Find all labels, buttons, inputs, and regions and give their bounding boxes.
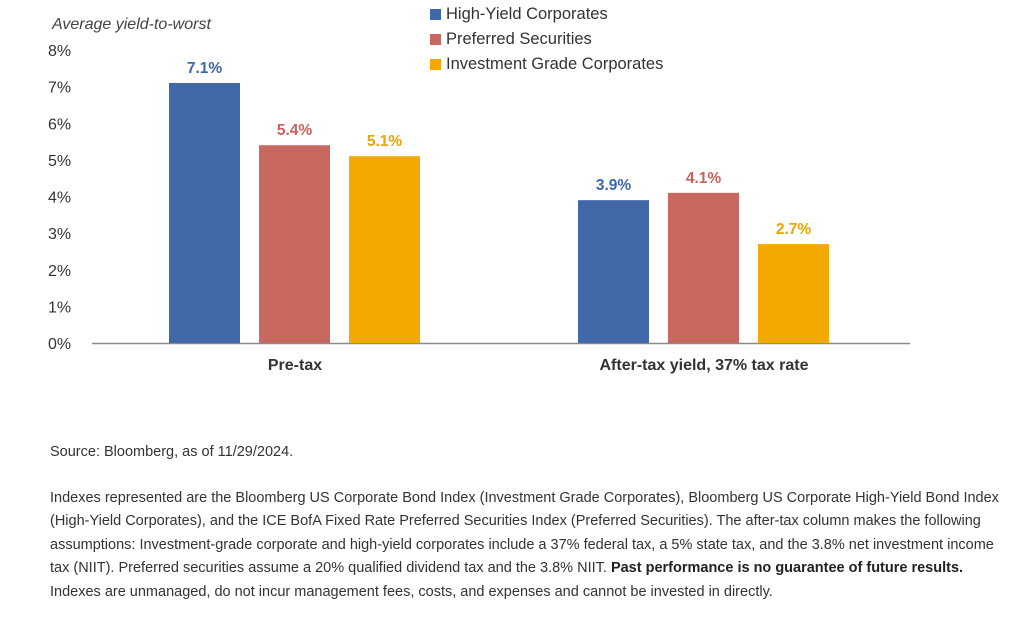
chart-notes: Source: Bloomberg, as of 11/29/2024. Ind… bbox=[50, 441, 1010, 604]
data-label: 5.1% bbox=[367, 133, 403, 150]
data-label: 7.1% bbox=[187, 60, 223, 77]
x-category-label: After-tax yield, 37% tax rate bbox=[600, 357, 809, 374]
bar bbox=[758, 244, 829, 343]
legend-label: Investment Grade Corporates bbox=[446, 55, 664, 73]
disclosure-bold: Past performance is no guarantee of futu… bbox=[610, 560, 964, 576]
bar-chart: Average yield-to-worst 0% 1% 2% 3% 4% 5% 6% 7% 8%… bbox=[48, 2, 910, 374]
chart-legend: High-Yield Corporates Preferred Securitie… bbox=[430, 2, 663, 77]
y-tick-label: 0% bbox=[48, 336, 71, 353]
bar bbox=[259, 145, 330, 343]
y-tick-label: 7% bbox=[48, 80, 71, 97]
legend-swatch bbox=[430, 59, 441, 70]
bar bbox=[169, 82, 240, 344]
legend-item: Preferred Securities bbox=[430, 27, 663, 52]
bar bbox=[349, 156, 420, 343]
y-tick-label: 5% bbox=[48, 153, 71, 170]
y-tick-label: 3% bbox=[48, 226, 71, 243]
bar bbox=[578, 200, 649, 343]
x-category-label: Pre-tax bbox=[268, 357, 322, 374]
legend-swatch bbox=[430, 9, 441, 20]
y-tick-label: 2% bbox=[48, 263, 71, 280]
data-label: 4.1% bbox=[686, 170, 722, 187]
y-tick-label: 4% bbox=[48, 190, 71, 207]
disclosure-paragraph: Indexes represented are the Bloomberg US… bbox=[50, 487, 1010, 605]
legend-label: High-Yield Corporates bbox=[446, 5, 608, 23]
y-axis-label: Average yield-to-worst bbox=[51, 16, 211, 33]
legend-label: Preferred Securities bbox=[446, 30, 592, 48]
data-label: 5.4% bbox=[277, 122, 313, 139]
legend-swatch bbox=[430, 34, 441, 45]
legend-item: High-Yield Corporates bbox=[430, 2, 663, 27]
disclosure-tail: Indexes are unmanaged, do not incur mana… bbox=[50, 583, 773, 600]
data-label: 2.7% bbox=[776, 221, 812, 238]
chart-canvas: Average yield-to-worst 0% 1% 2% 3% 4% 5% 6% 7% 8%… bbox=[48, 16, 910, 374]
source-note: Source: Bloomberg, as of 11/29/2024. bbox=[50, 444, 294, 460]
legend-item: Investment Grade Corporates bbox=[430, 52, 663, 77]
y-tick-label: 6% bbox=[48, 116, 71, 133]
y-tick-label: 8% bbox=[48, 43, 71, 60]
bar bbox=[668, 192, 739, 343]
disclosure-text: Indexes represented are the Bloomberg US… bbox=[50, 489, 999, 577]
y-tick-label: 1% bbox=[48, 299, 71, 316]
data-label: 3.9% bbox=[596, 177, 632, 194]
